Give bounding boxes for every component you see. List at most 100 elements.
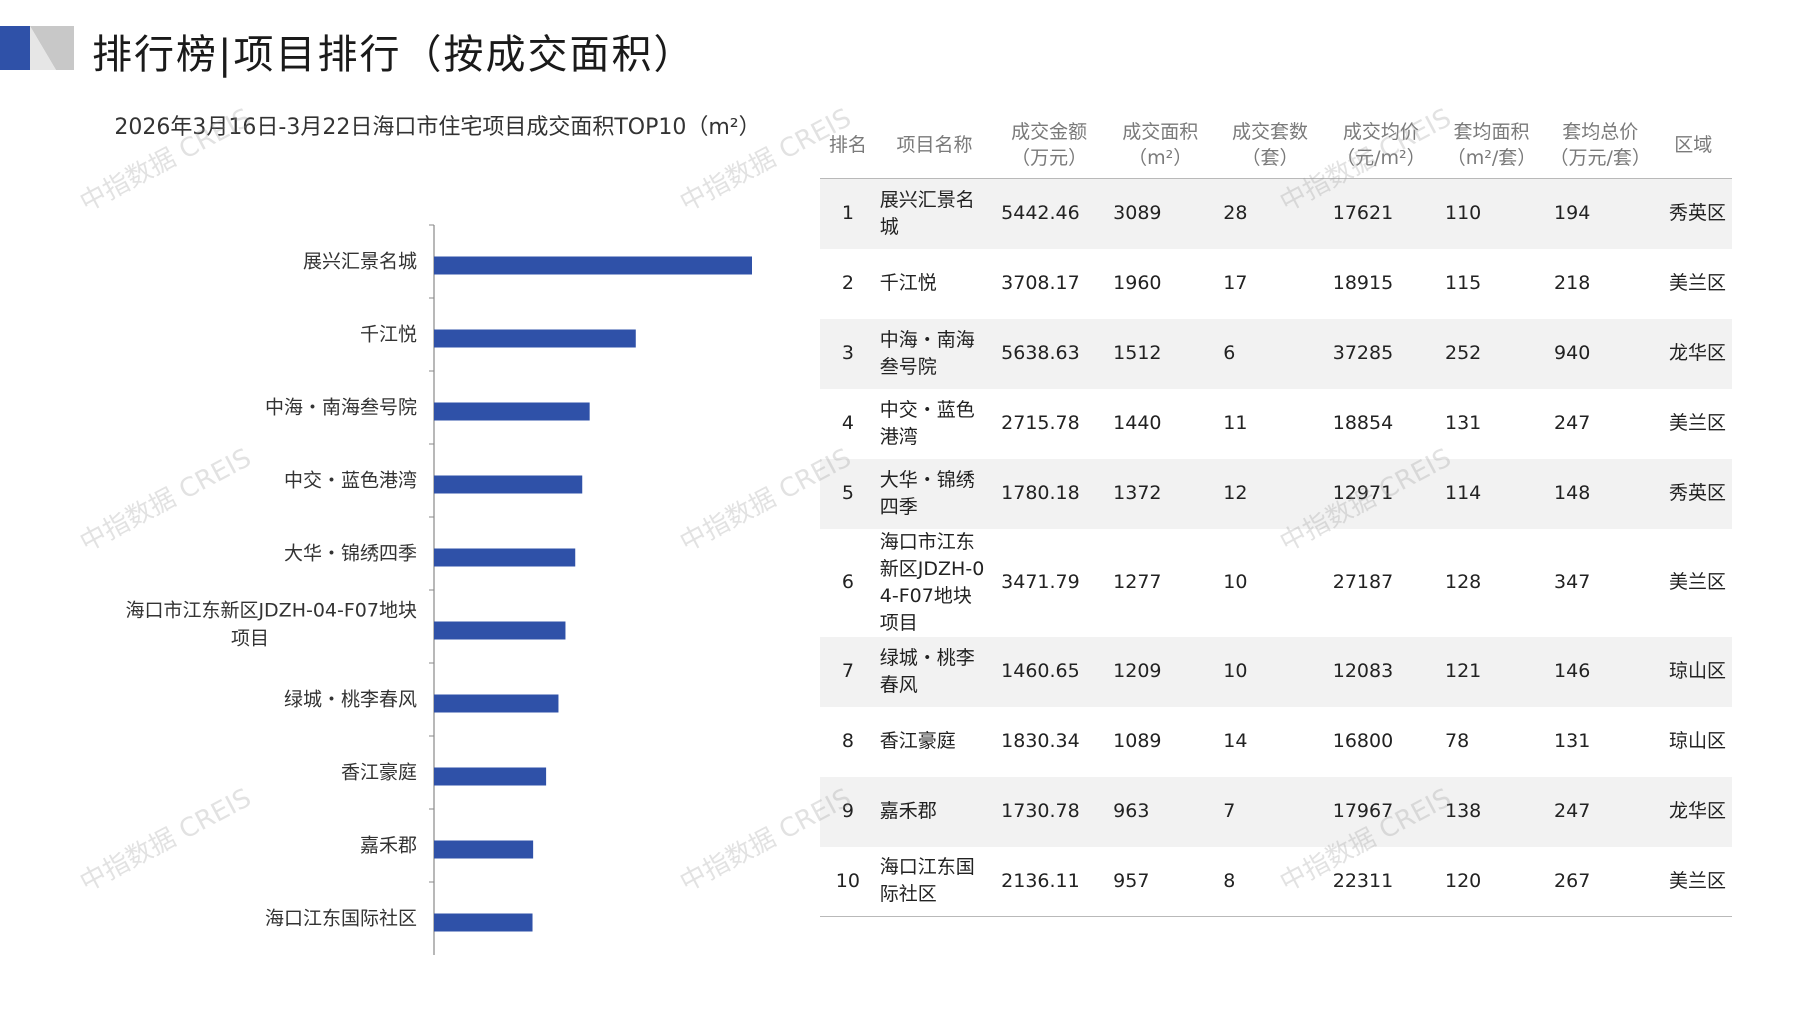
cell-成交面积（m²）: 1209: [1113, 660, 1162, 682]
chart-title: 2026年3月16日-3月22日海口市住宅项目成交面积TOP10（m²）: [114, 115, 761, 140]
cell-排名: 4: [841, 412, 854, 434]
category-label-6: 海口市江东新区JDZH-04-F07地块项目: [125, 600, 417, 650]
cell-成交均价（元/m²）: 27187: [1332, 571, 1394, 593]
cell-套均总价（万元/套）: 146: [1554, 660, 1591, 682]
cell-套均面积（m²/套）: 78: [1444, 730, 1470, 752]
category-label-2: 千江悦: [360, 324, 417, 346]
cell-成交金额（万元）: 1730.78: [1001, 800, 1080, 822]
cell-项目名称: 香江豪庭: [879, 730, 956, 752]
cell-排名: 7: [841, 660, 854, 682]
cell-区域: 美兰区: [1668, 571, 1726, 593]
table-row: 2 千江悦 3708.17 1960 17 18915 115 218 美兰区: [820, 249, 1732, 319]
cell-区域: 琼山区: [1668, 730, 1726, 752]
header-cell-4: 成交套数 （套）: [1215, 112, 1325, 179]
bar-3: [434, 402, 590, 421]
cell-成交面积（m²）: 1089: [1113, 730, 1162, 752]
cell-成交面积（m²）: 1960: [1113, 272, 1162, 294]
cell-成交金额（万元）: 1830.34: [1001, 730, 1080, 752]
table-row: 6 海口市江东新区JDZH-04-F07地块项目 3471.79 1277 10 2718…: [820, 529, 1732, 637]
header-cell-8: 区域: [1654, 112, 1732, 179]
header-cell-1: 项目名称: [875, 112, 994, 179]
cell-项目名称: 中海・南海叁号院: [879, 328, 975, 378]
cell-排名: 9: [841, 800, 854, 822]
cell-排名: 5: [841, 482, 854, 504]
cell-套均总价（万元/套）: 940: [1554, 342, 1591, 364]
category-label-3: 中海・南海叁号院: [265, 397, 417, 419]
cell-排名: 8: [841, 730, 854, 752]
bar-2: [434, 329, 636, 348]
cell-成交均价（元/m²）: 17967: [1332, 800, 1394, 822]
cell-成交套数（套）: 6: [1223, 342, 1236, 364]
header-cell-6: 套均面积 （m²/套）: [1436, 112, 1547, 179]
cell-排名: 6: [841, 571, 854, 593]
cell-成交金额（万元）: 5638.63: [1001, 342, 1080, 364]
cell-成交套数（套）: 10: [1223, 660, 1248, 682]
cell-成交面积（m²）: 957: [1105, 846, 1216, 917]
cell-项目名称: 海口市江东新区JDZH-04-F07地块项目: [879, 530, 985, 634]
cell-成交面积（m²）: 1512: [1113, 342, 1162, 364]
cell-成交均价（元/m²）: 22311: [1324, 846, 1437, 917]
cell-区域: 琼山区: [1668, 660, 1726, 682]
bar-8: [434, 767, 547, 786]
bar-7: [434, 694, 559, 713]
cell-项目名称: 展兴汇景名城: [879, 188, 975, 238]
cell-排名: 1: [841, 202, 854, 225]
cell-套均总价（万元/套）: 131: [1554, 730, 1591, 752]
bar-10: [434, 913, 533, 932]
logo-gray-shape: [30, 26, 74, 70]
cell-成交金额（万元）: 3471.79: [1001, 571, 1080, 593]
cell-成交金额（万元）: 2136.11: [993, 846, 1106, 917]
cell-排名: 2: [841, 272, 854, 294]
table-row: 7 绿城・桃李春风 1460.65 1209 10 12083 121 146 琼山区: [820, 636, 1732, 707]
table-header-row: 排名 项目名称 成交金额 （万元） 成交面积 （m²） 成交套数 （套） 成交均价 （元/m²）套…: [820, 112, 1732, 179]
logo-blue-shape: [0, 26, 30, 70]
category-label-8: 香江豪庭: [341, 762, 417, 784]
cell-成交金额（万元）: 3708.17: [1001, 272, 1080, 294]
cell-套均面积（m²/套）: 121: [1444, 660, 1482, 682]
cell-成交均价（元/m²）: 12083: [1332, 660, 1394, 682]
cell-成交均价（元/m²）: 12971: [1332, 482, 1394, 504]
cell-成交均价（元/m²）: 18915: [1332, 272, 1394, 294]
cell-成交金额（万元）: 5442.46: [1001, 202, 1080, 225]
cell-区域: 美兰区: [1668, 412, 1726, 434]
cell-区域: 秀英区: [1668, 202, 1726, 225]
cell-套均总价（万元/套）: 218: [1554, 272, 1591, 294]
cell-成交套数（套）: 8: [1215, 846, 1325, 917]
cell-成交均价（元/m²）: 16800: [1332, 730, 1394, 752]
cell-成交套数（套）: 14: [1223, 730, 1248, 752]
cell-套均面积（m²/套）: 131: [1444, 412, 1482, 434]
cell-套均面积（m²/套）: 120: [1436, 846, 1547, 917]
table-row: 1 展兴汇景名城 5442.46 3089 28 17621 110 194 秀英区: [820, 178, 1732, 249]
cell-套均面积（m²/套）: 114: [1444, 482, 1482, 504]
cell-区域: 秀英区: [1668, 482, 1726, 504]
cell-排名: 10: [820, 846, 876, 917]
cell-成交面积（m²）: 1440: [1113, 412, 1162, 434]
header-cell-2: 成交金额 （万元）: [993, 112, 1106, 179]
bar-1: [434, 256, 752, 275]
category-label-1: 展兴汇景名城: [303, 251, 417, 273]
cell-区域: 龙华区: [1668, 800, 1726, 822]
cell-成交套数（套）: 28: [1223, 202, 1248, 225]
cell-项目名称: 嘉禾郡: [879, 800, 937, 822]
category-label-9: 嘉禾郡: [360, 835, 417, 857]
cell-成交套数（套）: 10: [1223, 571, 1248, 593]
cell-成交套数（套）: 11: [1223, 412, 1248, 434]
category-label-10: 海口江东国际社区: [265, 908, 417, 930]
cell-区域: 美兰区: [1654, 846, 1732, 917]
logo-light-shape: [30, 26, 56, 70]
table-row: 4 中交・蓝色港湾 2715.78 1440 11 18854 131 247 美兰区: [820, 389, 1732, 459]
cell-套均面积（m²/套）: 252: [1444, 342, 1482, 364]
header-cell-0: 排名: [820, 112, 876, 179]
bar-4: [434, 475, 583, 494]
cell-项目名称: 海口江东国际社区: [875, 846, 994, 917]
cell-成交均价（元/m²）: 18854: [1332, 412, 1394, 434]
cell-成交面积（m²）: 3089: [1113, 202, 1162, 225]
category-label-4: 中交・蓝色港湾: [284, 470, 417, 492]
header-cell-7: 套均总价 （万元/套）: [1546, 112, 1655, 179]
category-label-7: 绿城・桃李春风: [284, 689, 417, 711]
cell-套均面积（m²/套）: 138: [1444, 800, 1482, 822]
cell-套均总价（万元/套）: 347: [1554, 571, 1591, 593]
cell-项目名称: 大华・锦绣四季: [879, 468, 975, 518]
cell-成交套数（套）: 12: [1223, 482, 1248, 504]
ranking-table: 排名 项目名称 成交金额 （万元） 成交面积 （m²） 成交套数 （套） 成交均价 （元/m²）套…: [820, 112, 1732, 917]
